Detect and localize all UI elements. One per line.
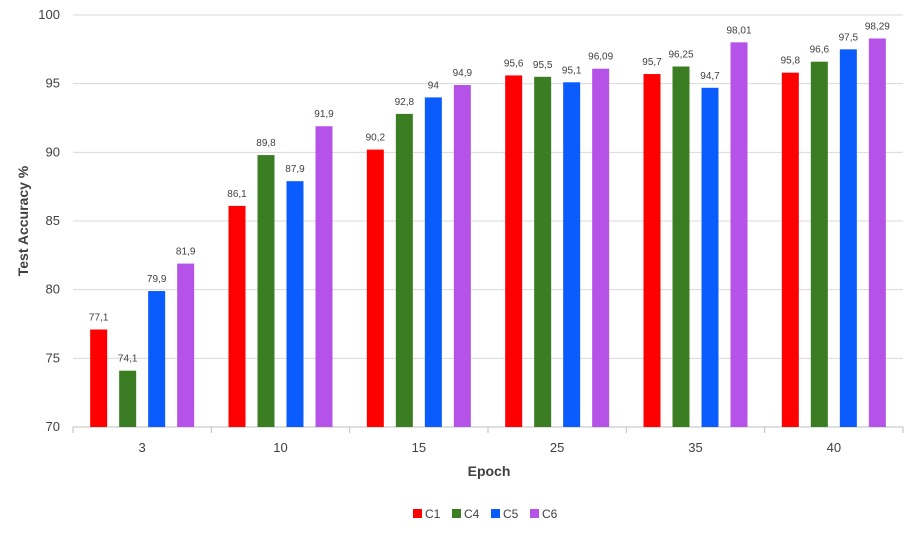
x-tick-label: 25 [550,440,564,455]
bar-c5-10 [286,181,304,427]
bar-c4-15 [395,113,413,427]
data-label: 98,01 [726,25,751,36]
legend: C1 C4 C5 C6 [413,507,558,521]
bar-c5-25 [563,82,581,427]
x-tick-label: 15 [412,440,426,455]
data-label: 74,1 [118,354,138,365]
bar-c5-40 [839,49,857,427]
x-tick-label: 40 [827,440,841,455]
data-label: 92,8 [395,97,415,108]
bar-c1-35 [643,74,661,427]
data-label: 79,9 [147,274,167,285]
data-label: 96,25 [668,50,693,61]
data-label: 89,8 [256,138,276,149]
grid-lines [72,14,904,433]
bar-c5-15 [424,97,442,428]
legend-swatch-c5 [491,509,500,518]
x-tick-label: 35 [688,440,702,455]
data-label: 95,7 [642,57,662,68]
bar-c6-15 [453,85,471,427]
bar-c4-10 [257,155,275,427]
data-label: 77,1 [89,312,109,323]
x-tick-label: 3 [139,440,146,455]
y-tick-label: 90 [46,144,60,159]
data-labels: 77,1 74,1 79,9 81,9 86,1 89,8 87,9 91,9 90,2 92,8… [89,21,890,364]
data-label: 95,5 [533,60,553,71]
bar-c1-25 [505,75,523,427]
legend-swatch-c4 [452,509,461,518]
x-tick-label: 10 [273,440,287,455]
data-label: 96,09 [588,52,613,63]
data-label: 91,9 [314,109,334,120]
bar-c4-35 [672,66,690,427]
data-label: 90,2 [366,133,386,144]
bar-c1-10 [228,205,246,427]
y-tick-label: 100 [38,7,60,22]
legend-label-c1: C1 [425,507,441,521]
bar-c1-3 [90,329,108,427]
bar-c4-25 [534,76,552,428]
y-tick-label: 75 [46,350,60,365]
data-label: 95,6 [504,58,524,69]
bar-c5-35 [701,87,719,427]
bar-c4-40 [810,61,828,428]
y-tick-label: 80 [46,282,60,297]
legend-swatch-c1 [413,509,422,518]
legend-label-c6: C6 [542,507,558,521]
legend-label-c5: C5 [503,507,519,521]
y-tick-label: 70 [46,419,60,434]
legend-swatch-c6 [530,509,539,518]
data-label: 81,9 [176,247,196,258]
y-tick-labels: 70 75 80 85 90 95 100 [38,7,60,434]
bars [90,38,886,428]
data-label: 95,8 [781,56,801,67]
bar-c1-40 [781,72,799,428]
x-tick-labels: 3 10 15 25 35 40 [139,440,842,455]
bar-c6-10 [315,126,333,428]
bar-c6-40 [868,38,886,427]
y-tick-label: 95 [46,76,60,91]
data-label: 97,5 [839,32,859,43]
data-label: 87,9 [285,164,305,175]
data-label: 94,9 [453,68,473,79]
data-label: 94 [428,80,440,91]
legend-label-c4: C4 [464,507,480,521]
data-label: 86,1 [227,189,247,200]
bar-c6-35 [730,42,748,427]
data-label: 94,7 [700,71,720,82]
data-label: 95,1 [562,65,582,76]
data-label: 96,6 [810,45,830,56]
data-label: 98,29 [865,21,890,32]
bar-c1-15 [366,149,384,427]
bar-c6-25 [592,68,610,428]
y-tick-label: 85 [46,213,60,228]
bar-c4-3 [119,370,137,427]
y-axis-title: Test Accuracy % [15,165,31,276]
x-axis-title: Epoch [468,463,511,479]
bar-c5-3 [148,291,166,427]
bar-c6-3 [177,263,195,427]
